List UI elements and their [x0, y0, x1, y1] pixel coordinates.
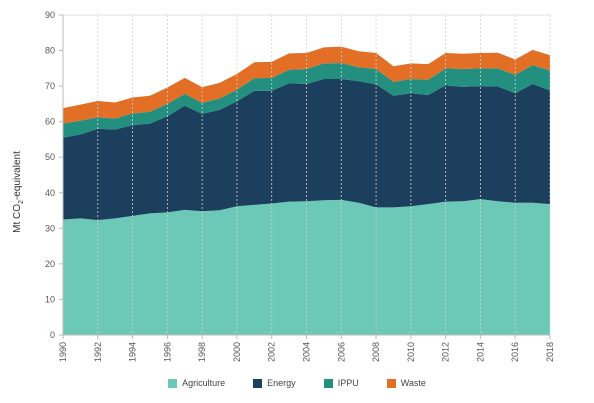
area-waste — [63, 46, 550, 124]
legend-swatch-ippu — [323, 378, 333, 388]
area-energy — [63, 79, 550, 221]
legend: Agriculture Energy IPPU Waste — [0, 378, 594, 388]
y-tick-label-80: 80 — [45, 46, 55, 56]
y-tick-label-50: 50 — [45, 152, 55, 162]
x-tick-label-1990: 1990 — [58, 342, 68, 362]
y-tick-label-10: 10 — [45, 294, 55, 304]
y-tick-label-70: 70 — [45, 81, 55, 91]
legend-item-ippu: IPPU — [323, 378, 359, 388]
x-tick-label-2008: 2008 — [371, 342, 381, 362]
legend-item-waste: Waste — [386, 378, 426, 388]
legend-label-agriculture: Agriculture — [182, 378, 226, 388]
axes: 0 10 20 30 40 50 60 70 80 90 1990 1992 1994 1996 1998 2… — [45, 10, 555, 362]
x-tick-label-2016: 2016 — [510, 342, 520, 362]
y-tick-label-30: 30 — [45, 223, 55, 233]
legend-label-energy: Energy — [267, 378, 296, 388]
y-tick-label-20: 20 — [45, 259, 55, 269]
x-tick-label-1996: 1996 — [162, 342, 172, 362]
x-tick-label-1998: 1998 — [197, 342, 207, 362]
x-tick-label-2018: 2018 — [545, 342, 555, 362]
legend-swatch-waste — [386, 378, 396, 388]
legend-item-energy: Energy — [253, 378, 296, 388]
legend-swatch-energy — [253, 378, 263, 388]
x-tick-label-2004: 2004 — [302, 342, 312, 362]
gridlines — [97, 15, 551, 335]
x-tick-label-1994: 1994 — [128, 342, 138, 362]
x-tick-label-2012: 2012 — [441, 342, 451, 362]
y-tick-label-90: 90 — [45, 10, 55, 20]
y-axis-title: Mt CO2-equivalent — [12, 151, 25, 233]
legend-label-waste: Waste — [400, 378, 426, 388]
x-tick-label-2014: 2014 — [475, 342, 485, 362]
x-tick-label-2006: 2006 — [336, 342, 346, 362]
x-tick-label-2002: 2002 — [267, 342, 277, 362]
y-tick-label-40: 40 — [45, 188, 55, 198]
y-tick-label-60: 60 — [45, 117, 55, 127]
legend-label-ippu: IPPU — [337, 378, 359, 388]
x-tick-label-1992: 1992 — [93, 342, 103, 362]
area-ippu — [63, 63, 550, 138]
y-tick-label-0: 0 — [50, 330, 55, 340]
legend-item-agriculture: Agriculture — [168, 378, 225, 388]
x-tick-label-2000: 2000 — [232, 342, 242, 362]
x-tick-label-2010: 2010 — [406, 342, 416, 362]
legend-swatch-agriculture — [168, 378, 178, 388]
